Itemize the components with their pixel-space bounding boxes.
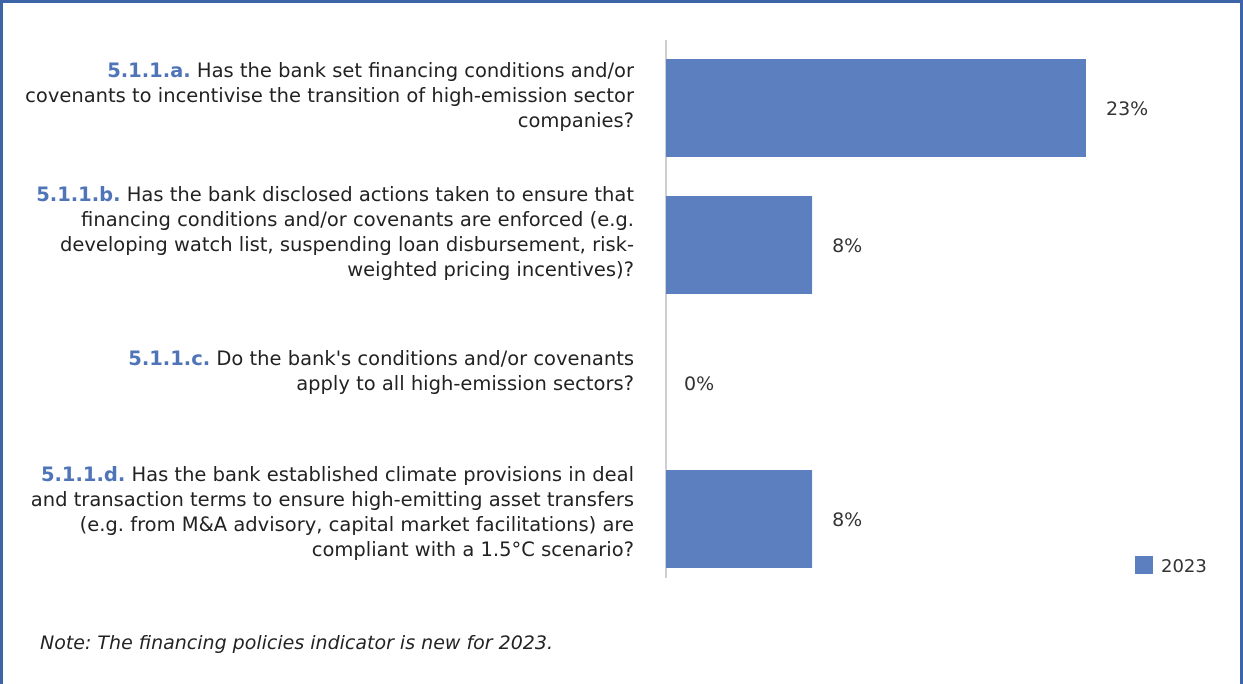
category-code-d: 5.1.1.d. xyxy=(40,463,126,486)
category-code-b: 5.1.1.b. xyxy=(36,183,121,206)
category-label-b: 5.1.1.b. Has the bank disclosed actions … xyxy=(14,182,634,282)
category-code-c: 5.1.1.c. xyxy=(128,347,211,370)
category-text-b: Has the bank disclosed actions taken to … xyxy=(59,183,634,281)
category-label-a: 5.1.1.a. Has the bank set financing cond… xyxy=(14,58,634,133)
bar-value-label-d: 8% xyxy=(832,509,862,531)
note-text: Note: The financing policies indicator i… xyxy=(40,632,554,654)
bar-b xyxy=(666,196,813,294)
bar-a xyxy=(666,59,1086,157)
bar-value-label-a: 23% xyxy=(1106,98,1148,120)
category-text-d: Has the bank established climate provisi… xyxy=(30,463,634,561)
bar-value-label-c: 0% xyxy=(684,373,714,395)
bar-value-label-b: 8% xyxy=(832,235,862,257)
legend-swatch xyxy=(1135,556,1153,574)
category-text-c: Do the bank's conditions and/or covenant… xyxy=(216,347,634,395)
bar-d xyxy=(666,470,813,568)
bars-group: 23% 8% 0% 8% xyxy=(666,59,1148,568)
category-label-d: 5.1.1.d. Has the bank established climat… xyxy=(14,462,634,562)
category-code-a: 5.1.1.a. xyxy=(107,59,191,82)
category-label-c: 5.1.1.c. Do the bank's conditions and/or… xyxy=(114,346,634,396)
legend-label: 2023 xyxy=(1161,556,1207,577)
category-text-a: Has the bank set financing conditions an… xyxy=(25,59,634,132)
